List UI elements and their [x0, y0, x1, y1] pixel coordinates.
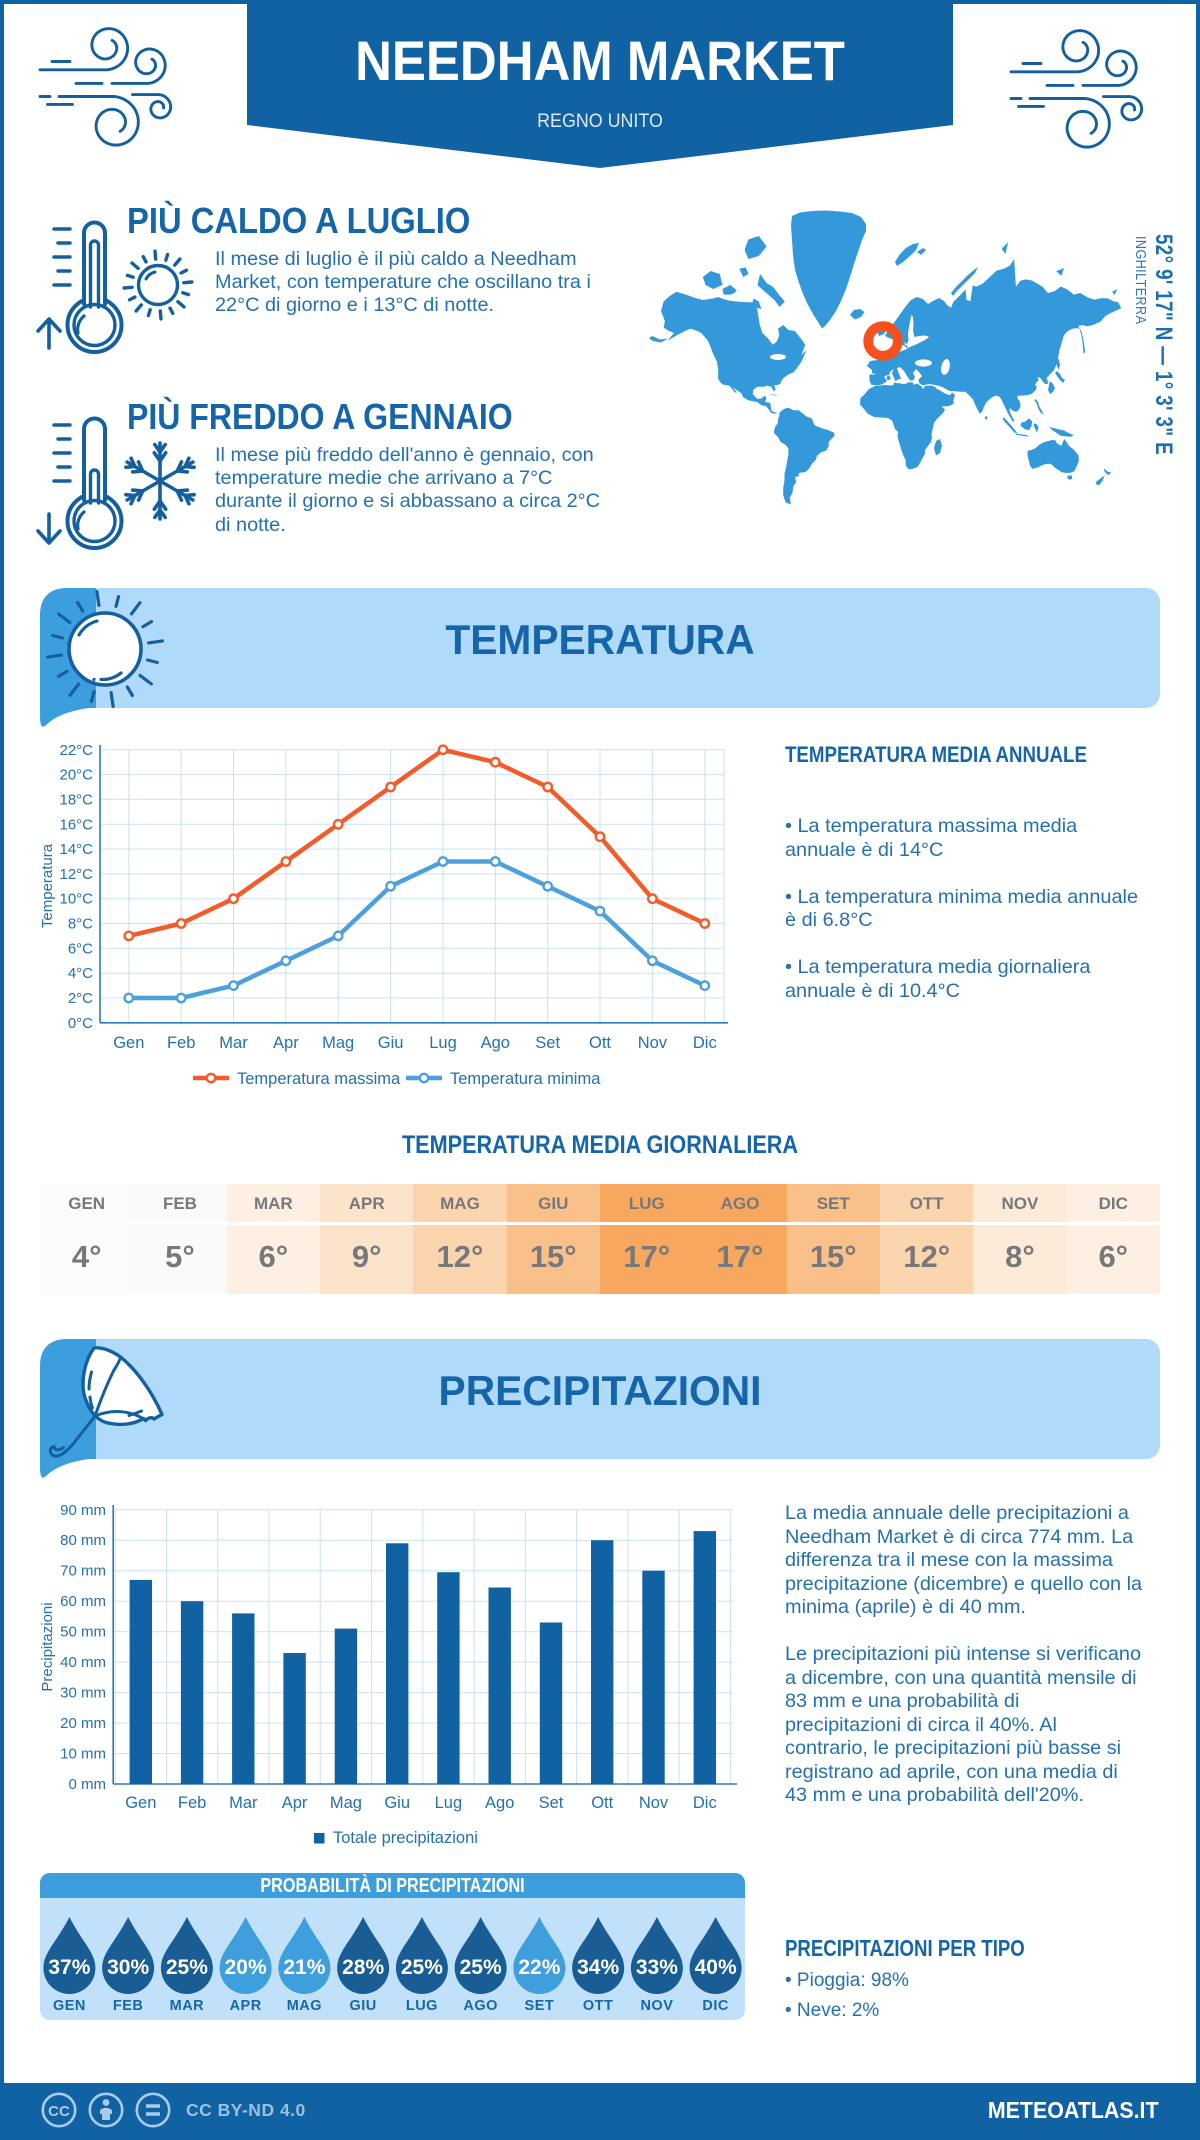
- svg-text:NOV: NOV: [640, 1998, 673, 2014]
- svg-text:10°C: 10°C: [59, 891, 93, 908]
- svg-text:10 mm: 10 mm: [60, 1746, 106, 1763]
- svg-text:GIU: GIU: [350, 1998, 377, 2014]
- svg-text:20°C: 20°C: [59, 767, 93, 784]
- svg-text:25%: 25%: [166, 1956, 208, 1979]
- svg-text:Gen: Gen: [113, 1034, 144, 1052]
- svg-text:CC: CC: [48, 2103, 70, 2120]
- svg-text:Ott: Ott: [589, 1034, 611, 1052]
- svg-text:60 mm: 60 mm: [60, 1593, 106, 1610]
- svg-text:25%: 25%: [401, 1956, 443, 1979]
- svg-text:Ago: Ago: [485, 1794, 514, 1812]
- svg-text:40%: 40%: [695, 1956, 737, 1979]
- svg-text:Apr: Apr: [273, 1034, 299, 1052]
- svg-text:21%: 21%: [283, 1956, 325, 1979]
- svg-text:22%: 22%: [518, 1956, 560, 1979]
- svg-text:30%: 30%: [107, 1956, 149, 1979]
- svg-text:37%: 37%: [48, 1956, 90, 1979]
- svg-text:Mar: Mar: [229, 1794, 258, 1812]
- svg-text:33%: 33%: [636, 1956, 678, 1979]
- svg-text:CC BY-ND 4.0: CC BY-ND 4.0: [186, 2100, 306, 2120]
- svg-text:Mar: Mar: [219, 1034, 248, 1052]
- svg-text:Ott: Ott: [591, 1794, 613, 1812]
- svg-text:Feb: Feb: [178, 1794, 206, 1812]
- svg-text:FEB: FEB: [113, 1998, 144, 2014]
- svg-text:14°C: 14°C: [59, 841, 93, 858]
- svg-text:16°C: 16°C: [59, 816, 93, 833]
- svg-text:30 mm: 30 mm: [60, 1685, 106, 1702]
- svg-text:6°C: 6°C: [68, 940, 93, 957]
- svg-text:Gen: Gen: [125, 1794, 156, 1812]
- svg-text:Temperatura: Temperatura: [39, 843, 56, 928]
- svg-text:Set: Set: [539, 1794, 564, 1812]
- svg-text:4°C: 4°C: [68, 965, 93, 982]
- svg-text:Nov: Nov: [638, 1034, 668, 1052]
- svg-text:Dic: Dic: [693, 1794, 717, 1812]
- svg-text:Nov: Nov: [639, 1794, 669, 1812]
- svg-text:50 mm: 50 mm: [60, 1624, 106, 1641]
- svg-text:GEN: GEN: [53, 1998, 86, 2014]
- svg-text:0°C: 0°C: [68, 1015, 93, 1032]
- svg-text:Precipitazioni: Precipitazioni: [39, 1602, 56, 1691]
- svg-text:80 mm: 80 mm: [60, 1532, 106, 1549]
- svg-text:18°C: 18°C: [59, 791, 93, 808]
- svg-text:Dic: Dic: [693, 1034, 717, 1052]
- svg-text:Lug: Lug: [429, 1034, 457, 1052]
- svg-text:20 mm: 20 mm: [60, 1715, 106, 1732]
- svg-text:Lug: Lug: [435, 1794, 463, 1812]
- svg-text:25%: 25%: [460, 1956, 502, 1979]
- svg-text:DIC: DIC: [702, 1998, 729, 2014]
- svg-text:0 mm: 0 mm: [69, 1776, 107, 1793]
- svg-text:Temperatura massima: Temperatura massima: [237, 1070, 401, 1088]
- svg-text:Apr: Apr: [282, 1794, 308, 1812]
- svg-text:Mag: Mag: [330, 1794, 362, 1812]
- svg-text:12°C: 12°C: [59, 866, 93, 883]
- svg-text:Giu: Giu: [384, 1794, 410, 1812]
- svg-text:APR: APR: [230, 1998, 262, 2014]
- svg-text:28%: 28%: [342, 1956, 384, 1979]
- svg-text:LUG: LUG: [406, 1998, 438, 2014]
- svg-text:40 mm: 40 mm: [60, 1654, 106, 1671]
- svg-text:34%: 34%: [577, 1956, 619, 1979]
- svg-text:MAG: MAG: [287, 1998, 322, 2014]
- svg-text:Temperatura minima: Temperatura minima: [450, 1070, 601, 1088]
- svg-text:8°C: 8°C: [68, 916, 93, 933]
- svg-text:SET: SET: [525, 1998, 555, 2014]
- svg-text:Ago: Ago: [481, 1034, 510, 1052]
- svg-text:22°C: 22°C: [59, 742, 93, 759]
- svg-text:Totale precipitazioni: Totale precipitazioni: [333, 1829, 478, 1847]
- svg-text:Mag: Mag: [322, 1034, 354, 1052]
- svg-text:OTT: OTT: [583, 1998, 614, 2014]
- svg-text:MAR: MAR: [170, 1998, 205, 2014]
- svg-text:Feb: Feb: [167, 1034, 195, 1052]
- svg-text:20%: 20%: [225, 1956, 267, 1979]
- svg-text:AGO: AGO: [463, 1998, 498, 2014]
- svg-text:Set: Set: [535, 1034, 560, 1052]
- svg-text:Giu: Giu: [378, 1034, 404, 1052]
- svg-text:2°C: 2°C: [68, 990, 93, 1007]
- svg-text:90 mm: 90 mm: [60, 1502, 106, 1519]
- svg-text:70 mm: 70 mm: [60, 1563, 106, 1580]
